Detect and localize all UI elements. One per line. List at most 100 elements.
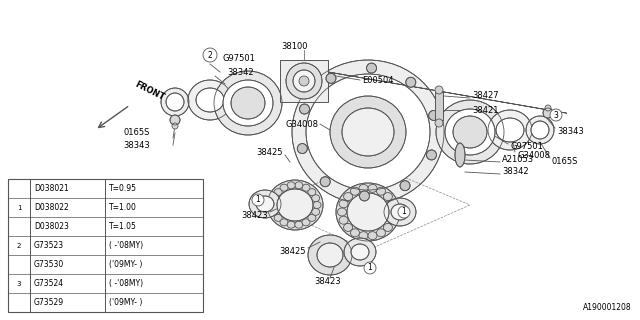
Bar: [435, 92, 443, 120]
Ellipse shape: [376, 187, 385, 195]
Ellipse shape: [256, 196, 274, 212]
Ellipse shape: [388, 216, 397, 224]
Circle shape: [364, 262, 376, 274]
Text: 1: 1: [255, 196, 260, 204]
Text: G73530: G73530: [34, 260, 64, 269]
Ellipse shape: [368, 232, 377, 240]
Text: 0165S: 0165S: [124, 127, 150, 137]
Ellipse shape: [320, 177, 330, 187]
Circle shape: [203, 48, 217, 62]
Ellipse shape: [388, 200, 397, 208]
Ellipse shape: [214, 71, 282, 135]
Text: G73524: G73524: [34, 279, 64, 288]
Ellipse shape: [336, 183, 400, 241]
Ellipse shape: [231, 87, 265, 119]
Text: D038023: D038023: [34, 222, 69, 231]
Bar: [8, 179, 203, 312]
Ellipse shape: [391, 204, 409, 220]
Ellipse shape: [526, 116, 554, 144]
Ellipse shape: [280, 219, 288, 226]
Ellipse shape: [376, 229, 385, 237]
Ellipse shape: [390, 208, 399, 216]
Ellipse shape: [339, 200, 348, 208]
Circle shape: [550, 109, 562, 121]
Ellipse shape: [347, 193, 389, 231]
Circle shape: [13, 239, 25, 252]
Ellipse shape: [344, 193, 353, 201]
Text: 38100: 38100: [282, 42, 308, 51]
Ellipse shape: [342, 108, 394, 156]
Text: 38342: 38342: [502, 166, 529, 175]
Text: G97501: G97501: [510, 141, 543, 150]
Ellipse shape: [326, 73, 336, 83]
Text: 38342: 38342: [227, 68, 253, 76]
Text: ('09MY- ): ('09MY- ): [109, 298, 142, 307]
Text: G73523: G73523: [34, 241, 64, 250]
Ellipse shape: [436, 100, 504, 164]
Text: A21053: A21053: [502, 155, 534, 164]
Ellipse shape: [445, 109, 495, 155]
Text: 3: 3: [17, 281, 21, 286]
Text: 1: 1: [17, 204, 21, 211]
Ellipse shape: [406, 77, 416, 87]
Ellipse shape: [298, 144, 307, 154]
Ellipse shape: [400, 181, 410, 191]
Ellipse shape: [383, 193, 392, 201]
Ellipse shape: [270, 208, 278, 215]
Ellipse shape: [426, 150, 436, 160]
Text: 3: 3: [554, 110, 559, 119]
Text: D038022: D038022: [34, 203, 68, 212]
Ellipse shape: [302, 184, 310, 191]
Ellipse shape: [351, 244, 369, 260]
Text: 38343: 38343: [124, 140, 150, 149]
Ellipse shape: [270, 195, 278, 202]
Ellipse shape: [274, 214, 282, 221]
Ellipse shape: [188, 80, 232, 120]
Text: 2: 2: [17, 243, 21, 249]
Ellipse shape: [344, 223, 353, 231]
Ellipse shape: [295, 221, 303, 228]
Ellipse shape: [308, 235, 352, 275]
Ellipse shape: [360, 191, 369, 201]
Text: 38425: 38425: [280, 246, 306, 255]
Text: E00504: E00504: [362, 76, 394, 84]
Text: T=1.05: T=1.05: [109, 222, 137, 231]
Ellipse shape: [429, 110, 438, 120]
Ellipse shape: [488, 110, 532, 150]
Ellipse shape: [300, 104, 310, 114]
Ellipse shape: [367, 63, 376, 73]
Ellipse shape: [317, 243, 343, 267]
Text: 38427: 38427: [472, 91, 499, 100]
Text: G34008: G34008: [517, 150, 550, 159]
Ellipse shape: [274, 189, 282, 196]
Ellipse shape: [344, 238, 376, 266]
Text: 38425: 38425: [257, 148, 283, 156]
Text: 38423: 38423: [315, 277, 341, 286]
Ellipse shape: [308, 214, 316, 221]
Text: G73529: G73529: [34, 298, 64, 307]
Ellipse shape: [453, 116, 487, 148]
Text: G34008: G34008: [285, 119, 318, 129]
Ellipse shape: [299, 76, 309, 86]
Circle shape: [13, 202, 25, 213]
Text: ('09MY- ): ('09MY- ): [109, 260, 142, 269]
Ellipse shape: [287, 182, 295, 189]
Ellipse shape: [368, 184, 377, 192]
Ellipse shape: [337, 208, 346, 216]
Ellipse shape: [249, 190, 281, 218]
Text: G97501: G97501: [222, 53, 255, 62]
Ellipse shape: [313, 202, 321, 209]
Ellipse shape: [330, 96, 406, 168]
Ellipse shape: [435, 119, 443, 127]
Ellipse shape: [223, 80, 273, 126]
Ellipse shape: [496, 118, 524, 142]
Ellipse shape: [292, 60, 444, 204]
Bar: [435, 92, 443, 120]
Ellipse shape: [312, 195, 319, 202]
Ellipse shape: [545, 105, 551, 111]
Ellipse shape: [455, 143, 465, 167]
Text: A190001208: A190001208: [584, 303, 632, 312]
Ellipse shape: [295, 182, 303, 189]
Ellipse shape: [339, 216, 348, 224]
Text: 38421: 38421: [472, 106, 499, 115]
